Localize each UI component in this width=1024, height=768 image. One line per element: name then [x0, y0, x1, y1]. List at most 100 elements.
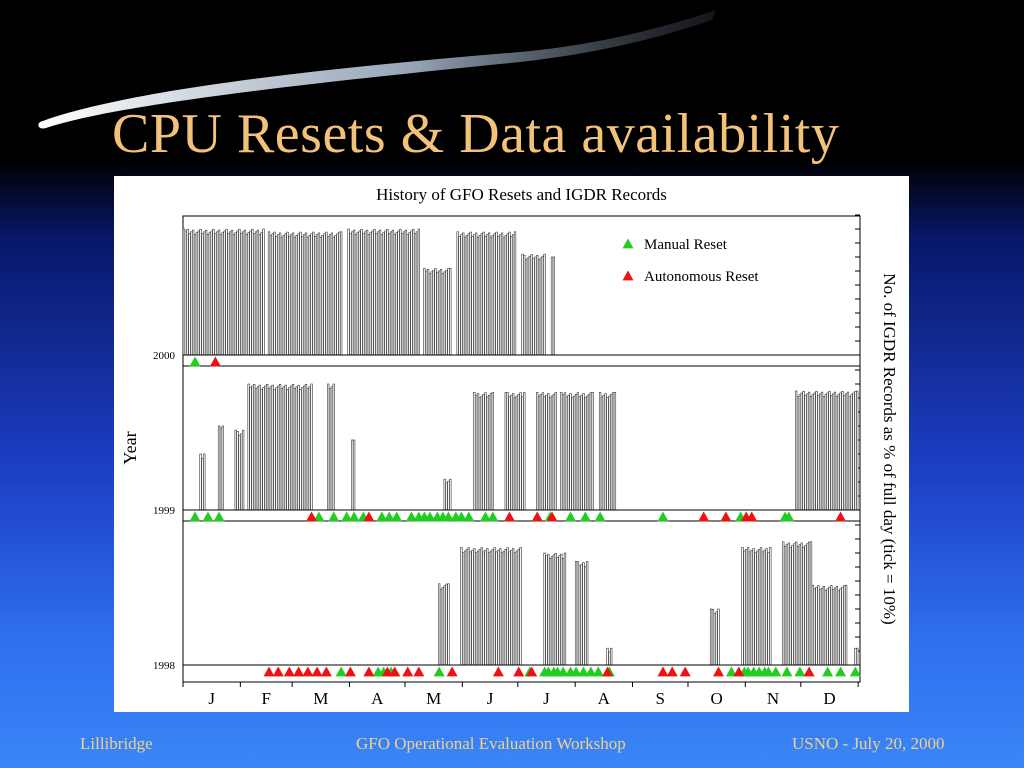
igdr-bar-2000 [293, 236, 297, 356]
autonomous-reset-marker [503, 511, 515, 522]
igdr-bar-2000 [219, 234, 223, 356]
autonomous-reset-marker [263, 666, 275, 677]
igdr-bar-2000 [441, 273, 445, 356]
igdr-bar-1999 [800, 392, 803, 511]
igdr-bar-2000 [380, 234, 383, 356]
igdr-bar-2000 [415, 231, 419, 356]
igdr-bar-2000 [290, 234, 293, 356]
manual-reset-marker [463, 511, 475, 522]
autonomous-reset-marker [720, 511, 732, 522]
month-label: M [426, 689, 441, 708]
igdr-bar-1998 [584, 566, 587, 666]
manual-reset-marker [442, 511, 454, 522]
month-label: J [543, 689, 550, 708]
igdr-bar-1999 [604, 393, 607, 511]
igdr-bar-1999 [580, 394, 583, 511]
igdr-bar-2000 [408, 232, 411, 356]
autonomous-reset-marker [381, 666, 393, 677]
igdr-bar-1998 [813, 588, 816, 666]
igdr-bar-2000 [256, 229, 260, 356]
igdr-bar-1999 [567, 394, 570, 511]
igdr-bar-1998 [795, 541, 798, 666]
manual-reset-marker [822, 666, 834, 677]
igdr-bar-1998 [824, 590, 827, 666]
igdr-bar-1999 [608, 395, 611, 511]
igdr-bar-1999 [351, 439, 354, 511]
igdr-bar-1998 [856, 647, 859, 666]
igdr-bar-1998 [713, 613, 716, 666]
igdr-bar-2000 [277, 234, 280, 356]
igdr-bar-1999 [584, 397, 587, 511]
autonomous-reset-marker [513, 666, 525, 677]
igdr-bar-2000 [197, 230, 200, 356]
legend-manual-marker [622, 238, 634, 249]
igdr-bar-1998 [443, 585, 446, 666]
igdr-bar-2000 [443, 271, 446, 356]
igdr-bar-1999 [826, 392, 829, 511]
igdr-bar-1999 [308, 386, 311, 511]
igdr-bar-2000 [445, 269, 448, 356]
igdr-bar-1999 [267, 388, 271, 511]
igdr-bar-2000 [486, 234, 489, 356]
igdr-bar-2000 [234, 232, 237, 356]
igdr-bar-1998 [578, 565, 581, 666]
igdr-bar-1999 [550, 395, 554, 511]
igdr-bar-1998 [487, 552, 491, 666]
igdr-bar-2000 [404, 229, 408, 356]
manual-reset-marker [479, 511, 491, 522]
igdr-bar-1998 [791, 545, 794, 666]
igdr-bar-2000 [328, 234, 332, 356]
autonomous-reset-marker [283, 666, 295, 677]
igdr-bar-2000 [523, 255, 526, 356]
igdr-bar-2000 [367, 234, 371, 356]
igdr-bar-1999 [598, 392, 602, 511]
igdr-bar-1998 [467, 547, 470, 666]
igdr-bar-2000 [499, 234, 502, 356]
footer-presenter: Lillibridge [80, 734, 153, 753]
igdr-bar-2000 [378, 229, 382, 356]
igdr-bar-1998 [558, 555, 561, 666]
footer-date: USNO - July 20, 2000 [792, 734, 945, 753]
autonomous-reset-marker [526, 666, 538, 677]
igdr-bar-2000 [414, 233, 417, 356]
igdr-bar-2000 [201, 233, 204, 356]
igdr-bar-1998 [759, 547, 763, 666]
igdr-bar-1999 [330, 386, 334, 511]
igdr-bar-2000 [469, 231, 472, 356]
igdr-bar-2000 [241, 231, 245, 356]
igdr-bar-1998 [754, 552, 757, 666]
igdr-bar-1999 [201, 458, 204, 511]
igdr-bar-1999 [486, 396, 489, 511]
igdr-bar-1999 [288, 387, 291, 511]
igdr-bar-1999 [241, 429, 245, 511]
igdr-bar-2000 [245, 234, 248, 356]
igdr-bar-2000 [273, 231, 276, 356]
igdr-bar-1999 [817, 395, 820, 511]
igdr-bar-1999 [569, 393, 572, 511]
autonomous-reset-marker [402, 666, 414, 677]
igdr-bar-2000 [271, 233, 274, 356]
igdr-bar-1998 [556, 557, 559, 666]
igdr-bar-2000 [365, 229, 369, 356]
igdr-bar-1998 [820, 587, 824, 666]
year-label: 2000 [153, 350, 176, 362]
igdr-bar-1998 [608, 651, 611, 666]
slide-title: CPU Resets & Data availability [112, 103, 840, 165]
igdr-bar-1998 [835, 586, 839, 666]
igdr-bar-1999 [301, 387, 304, 511]
autonomous-reset-marker [679, 666, 691, 677]
igdr-bar-1999 [852, 392, 855, 511]
month-label: J [208, 689, 215, 708]
igdr-bar-2000 [534, 256, 537, 356]
igdr-bar-1999 [833, 391, 837, 511]
igdr-bar-1999 [475, 394, 478, 511]
autonomous-reset-marker [531, 511, 543, 522]
igdr-bar-2000 [203, 231, 206, 356]
autonomous-reset-marker [602, 666, 614, 677]
manual-reset-marker [335, 666, 347, 677]
igdr-bar-2000 [362, 233, 365, 356]
autonomous-reset-marker [492, 666, 504, 677]
igdr-bar-1999 [352, 439, 356, 511]
igdr-bar-1998 [549, 558, 552, 666]
manual-reset-marker [585, 666, 597, 677]
